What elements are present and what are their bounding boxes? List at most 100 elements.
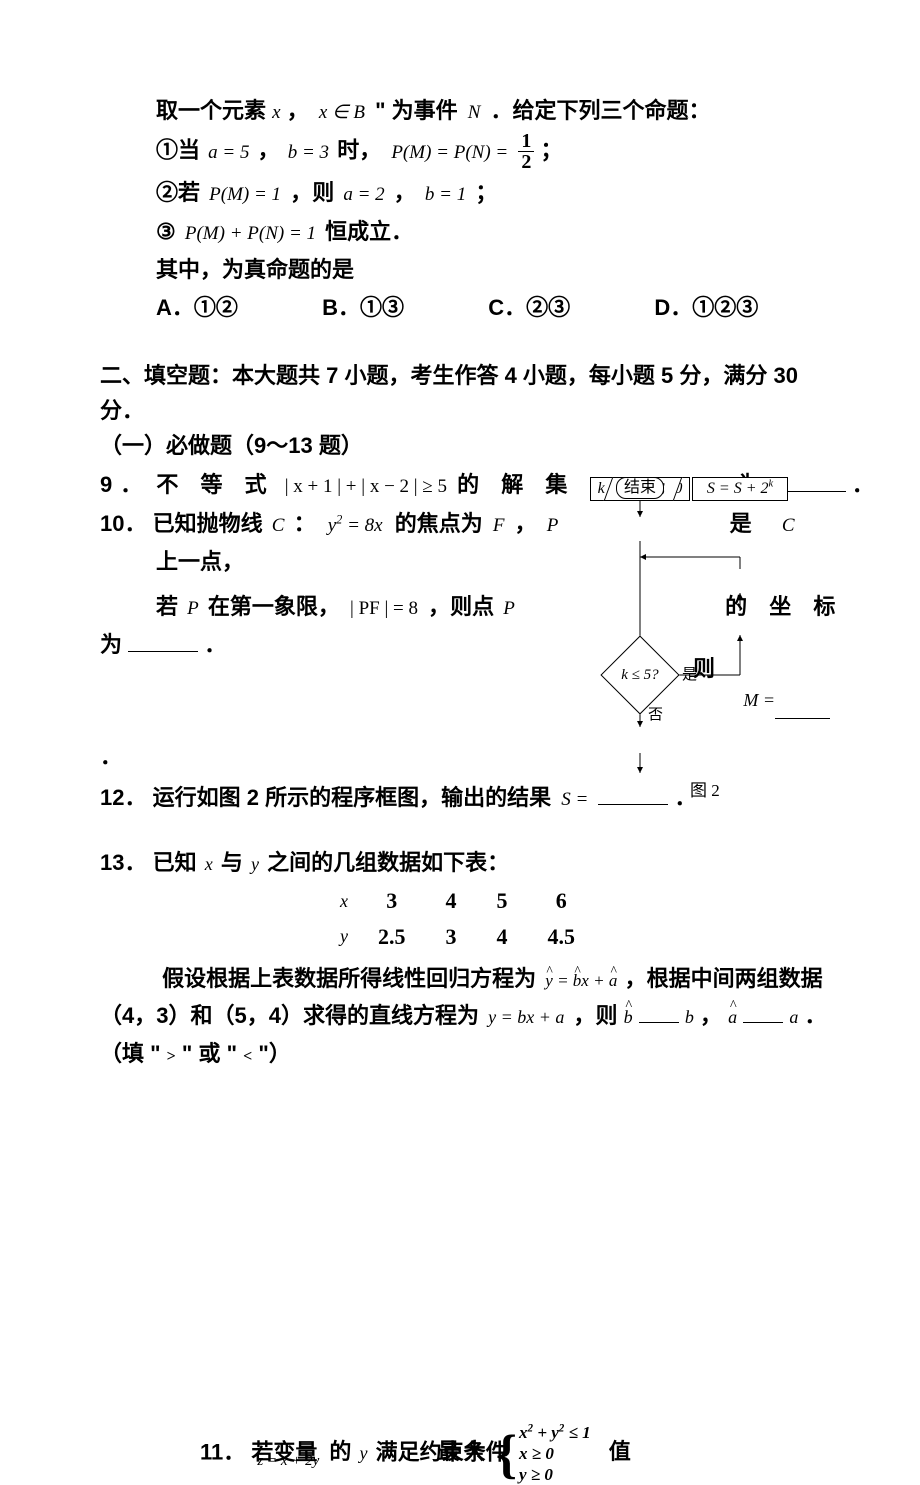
cases: x2 + y2 ≤ 1 x ≥ 0 y ≥ 0 <box>519 1422 591 1485</box>
proposition-1: ①当 a = 5 ， b = 3 时， P(M) = P(N) = 1 2 ； <box>100 131 830 172</box>
z-expr: z = x + 2y <box>257 1453 319 1469</box>
text: 取一个元素 <box>156 98 266 123</box>
text: 已知抛物线 <box>153 511 263 536</box>
text: ．给定下列三个命题： <box>491 98 711 123</box>
text: 与 <box>221 850 243 875</box>
options-row: A．①② B．①③ C．②③ D．①②③ <box>100 290 830 325</box>
label-yes: 是 <box>682 663 697 687</box>
table-row-y: y 2.5 3 4 4.5 <box>320 919 595 954</box>
flow-end: 结束 <box>616 477 664 499</box>
flow-decision: k ≤ 5? <box>612 647 668 703</box>
text2: 最 <box>438 1439 460 1464</box>
text: ， <box>515 511 537 536</box>
text: ， <box>700 1003 722 1028</box>
cell: 4 <box>477 919 528 954</box>
q13-text: 假设根据上表数据所得线性回归方程为 y = bx + a ，根据中间两组数据（4… <box>100 960 830 1072</box>
blank-13b <box>743 1000 783 1023</box>
a-eq-2: a = 2 <box>343 184 384 205</box>
label-no: 否 <box>648 703 663 727</box>
text: 若 <box>156 594 178 619</box>
text: ，则 <box>573 1003 617 1028</box>
var-x: x <box>272 102 280 123</box>
frac-den: 2 <box>518 152 534 172</box>
blank-10 <box>128 629 198 652</box>
text: 之间的几组数据如下表： <box>267 850 509 875</box>
text: 已知 <box>153 850 197 875</box>
text: ： <box>294 511 316 536</box>
text: 恒成立． <box>325 219 413 244</box>
text: ； <box>475 180 497 205</box>
cell: 5 <box>477 883 528 918</box>
abs-expr: | x + 1 | + | x − 2 | ≥ 5 <box>285 476 447 497</box>
text: " 为事件 <box>375 98 458 123</box>
event-N: N <box>468 102 481 123</box>
a-eq-5: a = 5 <box>208 142 249 163</box>
case3: y ≥ 0 <box>519 1465 553 1484</box>
cell: 3 <box>426 919 477 954</box>
option-a: A．①② <box>156 290 316 325</box>
cell: 2.5 <box>358 919 426 954</box>
cell: 4.5 <box>528 919 596 954</box>
text: 为 <box>100 632 122 657</box>
lt: < <box>243 1048 252 1065</box>
proposition-3: ③ P(M) + P(N) = 1 恒成立． <box>100 214 830 249</box>
text: 运行如图 2 所示的程序框图，输出的结果 <box>153 785 551 810</box>
q13-table: x 3 4 5 6 y 2.5 3 4 4.5 <box>320 883 595 953</box>
text: ． <box>204 632 226 657</box>
constraint-system: { x2 + y2 ≤ 1 x ≥ 0 y ≥ 0 <box>496 1422 591 1485</box>
text: ， <box>287 98 309 123</box>
pm-pn: P(M) = P(N) = <box>391 142 508 163</box>
text: 假设根据上表数据所得线性回归方程为 <box>162 966 536 991</box>
q-number: 13． <box>100 850 146 875</box>
section-2-sub: （一）必做题（9～13 题） <box>100 428 830 463</box>
x: x <box>205 854 213 874</box>
flow-acc: S = S + 2k <box>692 477 788 501</box>
y: y <box>251 854 259 874</box>
text: ； <box>541 138 563 163</box>
text: 时， <box>337 138 381 163</box>
brace-icon: { <box>496 1427 517 1481</box>
x-in-B: x ∈ B <box>319 102 365 123</box>
reg-eq: y = bx + a <box>545 971 621 990</box>
text: ，则 <box>290 180 334 205</box>
b-hat: b <box>573 967 582 996</box>
pm-eq-1: P(M) = 1 <box>209 184 281 205</box>
q11-row: 11． 若变量z = x + 2y的 y 满足约束条件最大 { x2 + y2 … <box>200 1422 650 1485</box>
C: C <box>272 515 285 536</box>
parabola-eq: y2 = 8x <box>328 515 383 536</box>
text: ②若 <box>156 180 200 205</box>
text: 在第一象限， <box>208 594 340 619</box>
a-hat: a <box>609 967 618 996</box>
a-hat2: a <box>728 1002 737 1033</box>
y: y <box>359 1443 367 1463</box>
y-hat: y <box>545 967 553 996</box>
text: 的焦点为 <box>395 511 483 536</box>
gt: > <box>167 1048 176 1065</box>
frac-num: 1 <box>518 131 534 152</box>
flowchart: 开始 k = 1，S = 0 k = k + 1 S = S + 2k k ≤ … <box>580 477 825 817</box>
q-number: 12． <box>100 785 146 810</box>
text: ， <box>394 180 416 205</box>
text: 不 等 式 <box>156 472 274 497</box>
P: P <box>547 515 559 536</box>
text: ． <box>852 472 874 497</box>
q-number: 9． <box>100 472 150 497</box>
pretext-line1: 取一个元素 x ， x ∈ B " 为事件 N ．给定下列三个命题： <box>100 93 830 128</box>
text: 上一点， <box>156 549 244 574</box>
pm-plus-pn: P(M) + P(N) = 1 <box>185 223 316 244</box>
text: 值 <box>609 1439 631 1464</box>
text: " 或 " <box>182 1041 237 1066</box>
text: 的 <box>329 1439 351 1464</box>
P3: P <box>503 598 515 619</box>
option-c: C．②③ <box>488 290 648 325</box>
y-label: y <box>320 919 358 954</box>
option-d: D．①②③ <box>654 290 758 325</box>
case1: x2 + y2 ≤ 1 <box>519 1423 591 1442</box>
figure-caption: 图 2 <box>690 777 720 804</box>
page: 取一个元素 x ， x ∈ B " 为事件 N ．给定下列三个命题： ①当 a … <box>0 0 920 1274</box>
cell: 3 <box>358 883 426 918</box>
q-number: 11． <box>200 1439 245 1464</box>
blank-13a <box>639 1000 679 1023</box>
a: a <box>789 1007 798 1027</box>
text: ，则点 <box>428 594 494 619</box>
